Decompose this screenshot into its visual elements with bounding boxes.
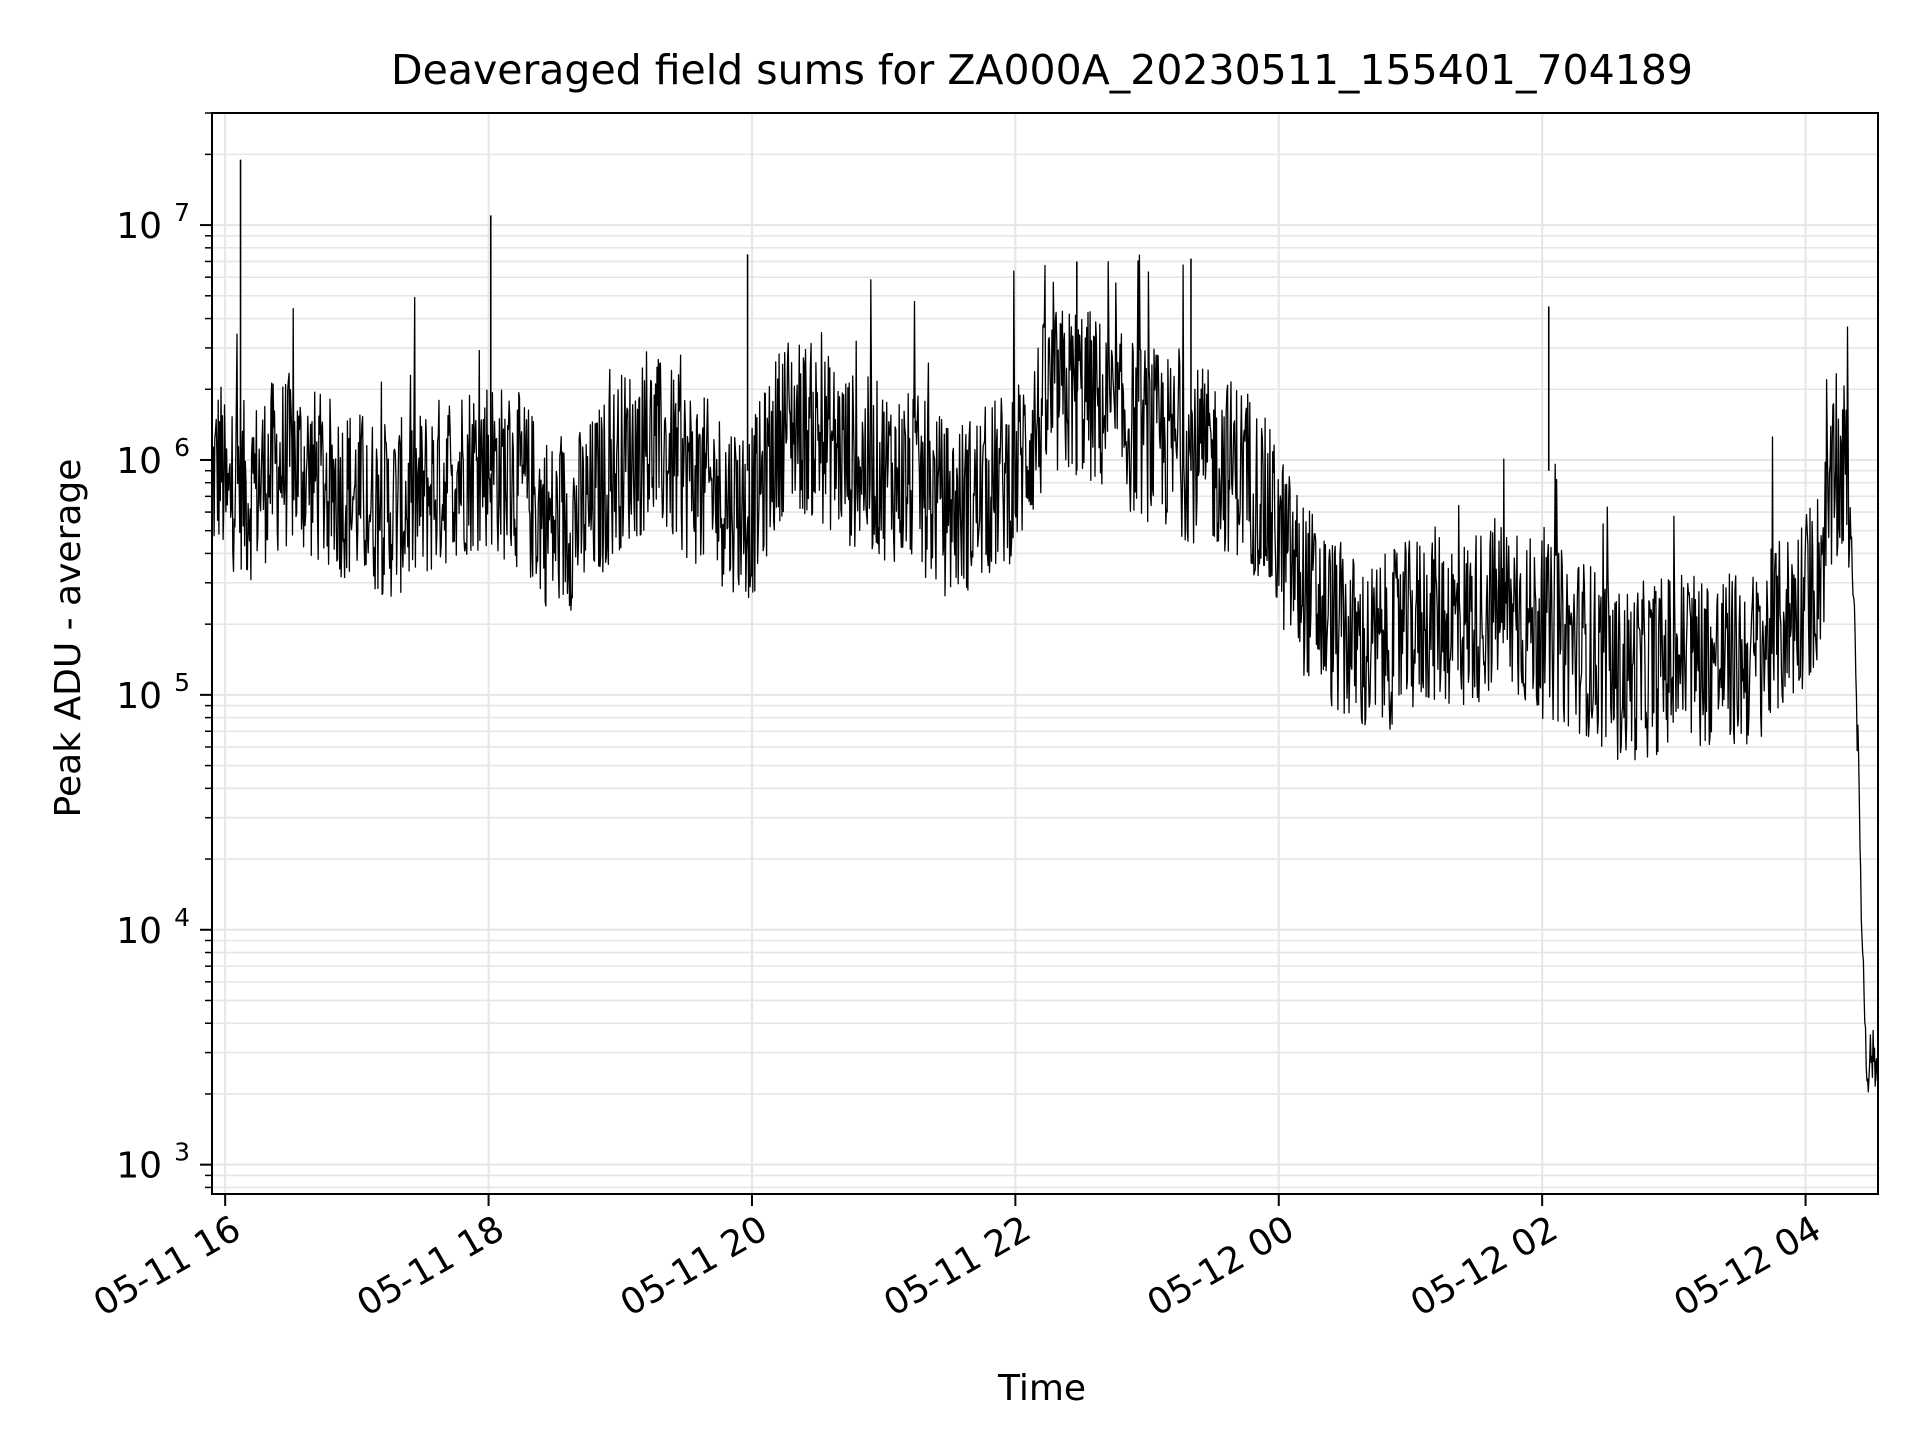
series-layer bbox=[211, 159, 1879, 1093]
y-axis-label: Peak ADU - average bbox=[48, 459, 89, 818]
plot-frame bbox=[211, 112, 1879, 1195]
y-tick-label: 10 bbox=[116, 911, 162, 952]
y-tick-label-exponent: 4 bbox=[174, 903, 190, 932]
series-line bbox=[211, 254, 1879, 1093]
y-tick-label-exponent: 7 bbox=[174, 198, 190, 227]
y-tick-label: 10 bbox=[116, 676, 162, 717]
y-tick-label: 10 bbox=[116, 441, 162, 482]
y-tick-label-exponent: 5 bbox=[174, 668, 190, 697]
y-tick-label-exponent: 3 bbox=[174, 1138, 190, 1167]
chart-title: Deaveraged field sums for ZA000A_2023051… bbox=[391, 46, 1693, 94]
y-tick-label-exponent: 6 bbox=[174, 433, 190, 462]
y-tick-label: 10 bbox=[116, 206, 162, 247]
x-axis-label: Time bbox=[997, 1368, 1086, 1409]
y-tick-label: 10 bbox=[116, 1146, 162, 1187]
